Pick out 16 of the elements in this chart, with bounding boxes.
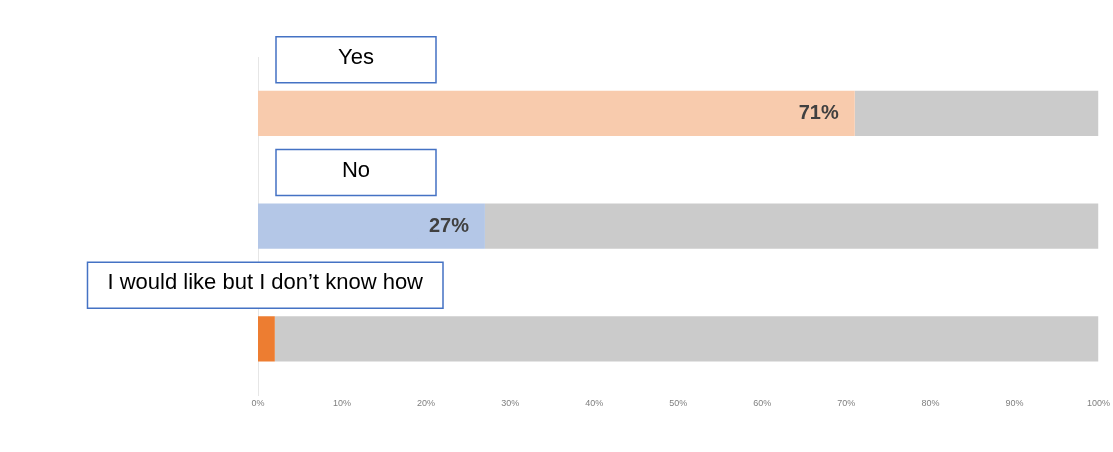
x-tick-label: 10% [333,398,352,409]
x-tick-label: 70% [837,398,856,409]
y-tick-label: No [341,156,371,182]
data-label: 27% [428,213,470,236]
data-label: 71% [798,100,839,123]
x-tick-label: 30% [501,398,520,409]
y-tick-label: I would like but I don’t know how [107,269,424,295]
x-tick-label: 100% [1086,398,1111,409]
x-tick-label: 90% [1005,398,1024,409]
x-tick-label: 60% [753,398,772,409]
y-tick-label: Yes [338,43,374,69]
x-tick-label: 0% [251,398,265,409]
x-tick-label: 50% [669,398,688,409]
x-tick-label: 80% [921,398,940,409]
x-tick-label: 40% [585,398,604,409]
x-tick-label: 20% [417,398,436,409]
